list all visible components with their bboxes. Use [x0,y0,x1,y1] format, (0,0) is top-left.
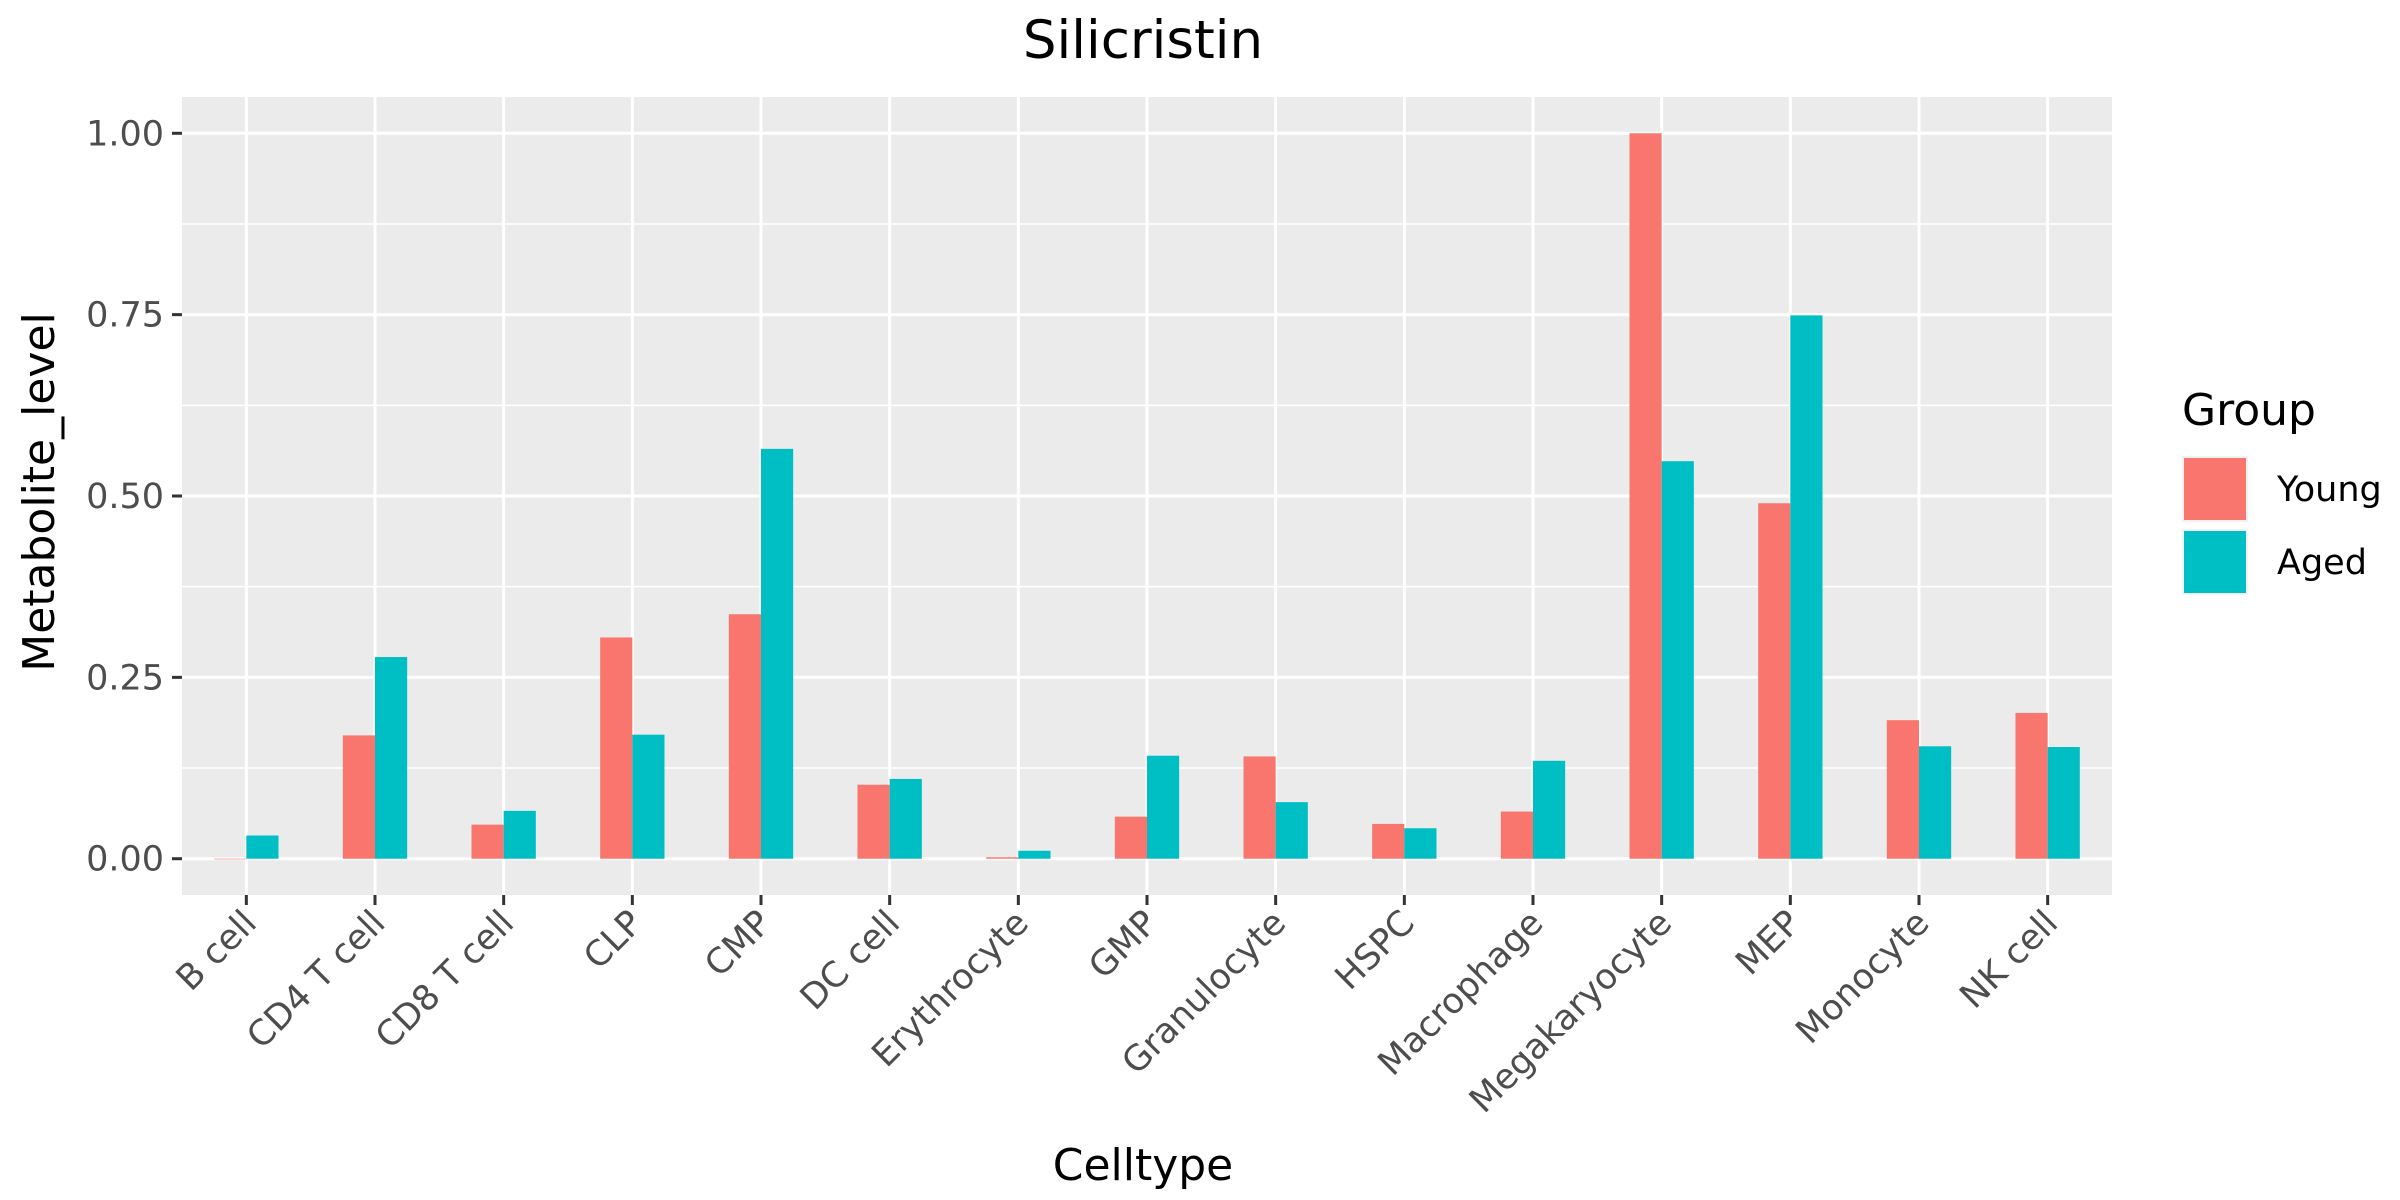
bar-aged [1919,746,1952,859]
bar-young [1500,811,1533,859]
x-tick-label: NK cell [1953,903,2066,1016]
bar-aged [375,657,408,859]
bar-young [600,637,633,859]
x-tick-label: HSPC [1328,903,1423,998]
y-tick-label: 0.75 [86,296,164,336]
y-tick-label: 0.50 [86,477,164,517]
bar-young [214,858,247,860]
legend-key [2184,458,2246,520]
bar-aged [1790,315,1823,859]
x-tick-label: MEP [1728,903,1808,983]
bar-young [2015,712,2048,859]
bar-young [342,735,375,859]
bar-young [1114,816,1147,859]
bar-young [1372,823,1405,859]
x-tick-label: B cell [169,903,265,999]
bar-aged [1533,760,1566,859]
x-tick-label: CD8 T cell [368,903,522,1057]
x-tick-label: CLP [576,903,650,977]
legend-label: Young [2276,470,2382,510]
bar-aged [1147,755,1180,859]
legend-title: Group [2182,385,2316,436]
legend-key [2184,531,2246,593]
bar-young [1629,133,1662,859]
bar-young [728,614,761,859]
y-tick-label: 0.00 [86,840,164,880]
bar-aged [1018,850,1051,859]
bar-young [986,857,1019,859]
bar-young [1243,756,1276,859]
bar-young [857,784,890,859]
y-axis-title: Metabolite_level [14,312,65,672]
x-tick-label: CD4 T cell [240,903,394,1057]
bar-aged [889,778,922,859]
x-axis-title: Celltype [1053,1140,1234,1191]
chart-title: Silicristin [1023,10,1263,71]
bar-aged [246,835,279,859]
legend-label: Aged [2277,543,2367,583]
bar-aged [761,448,794,859]
y-tick-label: 1.00 [86,114,164,154]
bar-young [1758,503,1791,859]
x-tick-label: CMP [698,903,780,985]
bars [214,133,2080,860]
bar-aged [2047,747,2080,859]
bar-aged [1661,461,1694,859]
bar-young [1886,720,1919,859]
bar-aged [1275,802,1308,859]
x-tick-label: GMP [1082,903,1166,987]
legend: Group Young Aged [2182,385,2382,595]
bar-aged [632,734,665,859]
bar-aged [503,810,536,859]
x-tick-label: DC cell [793,903,908,1018]
y-tick-label: 0.25 [86,658,164,698]
bar-young [471,824,504,859]
bar-aged [1404,828,1437,859]
y-axis: 0.00 0.25 0.50 0.75 1.00 [86,114,182,880]
x-tick-label: Monocyte [1789,903,1938,1052]
